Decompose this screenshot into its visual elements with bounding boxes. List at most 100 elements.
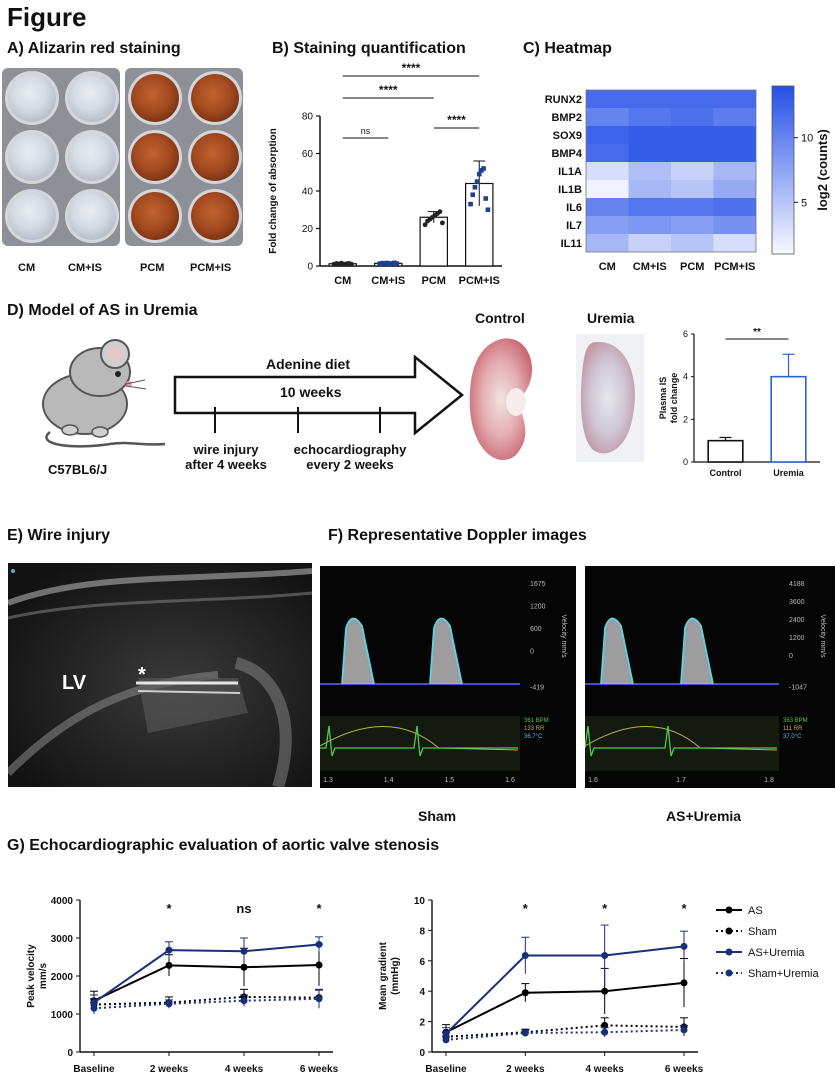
x-tick-label: Baseline [425,1064,467,1075]
lv-label: LV [62,672,87,694]
significance-label: * [316,901,322,916]
heat-cell [628,216,671,234]
data-point [240,997,248,1005]
vital-label: 361 BPM [524,718,549,724]
label-pcm: PCM [140,262,165,274]
velocity-trace [429,617,463,685]
panel-e-title: E) Wire injury [7,527,110,544]
row-label: IL11 [561,238,582,250]
data-point [483,196,489,201]
wire-injury-ultrasound [8,563,312,787]
heat-cell [713,216,756,234]
time-tick-label: 1.6 [505,777,515,784]
x-tick-label: 6 weeks [665,1064,704,1075]
vital-label: 133 RR [524,726,545,732]
data-point [165,961,173,969]
heat-cell [628,126,671,144]
series-line-Sham [445,1024,685,1038]
y-tick-label: 60 [302,149,314,160]
heat-cell [671,216,714,234]
data-point [601,951,609,959]
series-line-AS+Uremia [93,943,320,1004]
panel-c-title: C) Heatmap [523,40,612,57]
velocity-scale-label: 2400 [789,617,805,624]
significance-label: * [166,901,172,916]
data-point [387,261,392,267]
velocity-scale-label: -1047 [789,685,807,692]
legend-label: Sham+Uremia [748,968,819,980]
y-tick-label: 2 [683,414,688,424]
well-0-2 [8,192,56,240]
row-label: BMP2 [551,112,582,124]
heat-cell [586,90,629,108]
heat-cell [713,90,756,108]
row-label: BMP4 [551,148,582,160]
row-label: RUNX2 [545,94,582,106]
data-point [315,995,323,1003]
ecg-trace [320,725,518,757]
heat-cell [628,90,671,108]
y-tick-label: 4 [683,372,688,382]
figure-title: Figure [7,2,87,32]
data-point [437,209,443,215]
heat-cell [586,216,629,234]
y-tick-label: 2 [419,1018,425,1029]
heat-cell [586,144,629,162]
data-point [472,184,478,190]
staining-quantification-chart: 0 20 40 60 80 Fold change of absorption CM CM+I… [268,61,502,287]
row-label: IL7 [566,220,582,232]
heat-cell [586,162,629,180]
label-cm: CM [18,262,36,274]
y-tick-label: 4000 [51,896,74,907]
label-pcm-is: PCM+IS [190,262,232,274]
data-point [240,963,248,971]
data-point [377,261,382,267]
y-axis-label-line1: Mean gradient [378,941,389,1009]
significance-label: * [523,901,529,916]
heat-cell [671,180,714,198]
legend-marker [725,948,733,956]
panel-a-title: A) Alizarin red staining [7,40,181,57]
data-point [392,260,397,266]
wire-injury-label: wire injury after 4 weeks [185,442,267,472]
x-tick-label: 2 weeks [150,1064,189,1075]
heat-cell [586,234,629,252]
y-axis-label: Fold change of absorption [268,128,279,254]
velocity-scale-label: 0 [789,653,793,660]
vital-label: 363 BPM [783,718,808,724]
data-point [394,261,400,266]
panel-b-title: B) Staining quantification [272,40,466,57]
series-line-AS [445,981,685,1034]
ecg-panel [585,716,779,771]
legend-marker [725,927,733,935]
heat-cell [586,126,629,144]
data-point [165,946,173,954]
control-kidney-label: Control [475,310,525,326]
velocity-scale-label: 1200 [530,604,546,611]
velocity-axis-label: Velocity mm/s [819,614,826,658]
colorbar-tick-label: 10 [801,133,813,145]
velocity-scale-label: 600 [530,626,542,633]
series-line-AS [93,963,320,1002]
y-tick-label: 0 [419,1048,425,1059]
significance-label: **** [402,61,421,75]
data-point [422,222,428,228]
significance-label: **** [447,113,466,127]
data-point [389,261,395,266]
x-tick-label: 4 weeks [225,1064,264,1075]
data-point [440,220,445,226]
y-axis-label-line1: Plasma IS [658,377,668,420]
kidney-sections [469,334,644,462]
series-line-AS+Uremia [445,945,685,1035]
y-tick-label: 40 [302,187,314,198]
velocity-scale-label: 4188 [789,581,805,588]
timeline-arrow [173,355,464,436]
data-point [90,1004,98,1012]
x-tick-label: PCM+IS [459,275,500,287]
wire-star-label: * [138,664,146,686]
data-point [601,1021,609,1029]
data-point [680,979,688,987]
time-tick-label: 1.3 [323,777,333,784]
sham-label: Sham [418,808,457,824]
significance-label: * [681,901,687,916]
